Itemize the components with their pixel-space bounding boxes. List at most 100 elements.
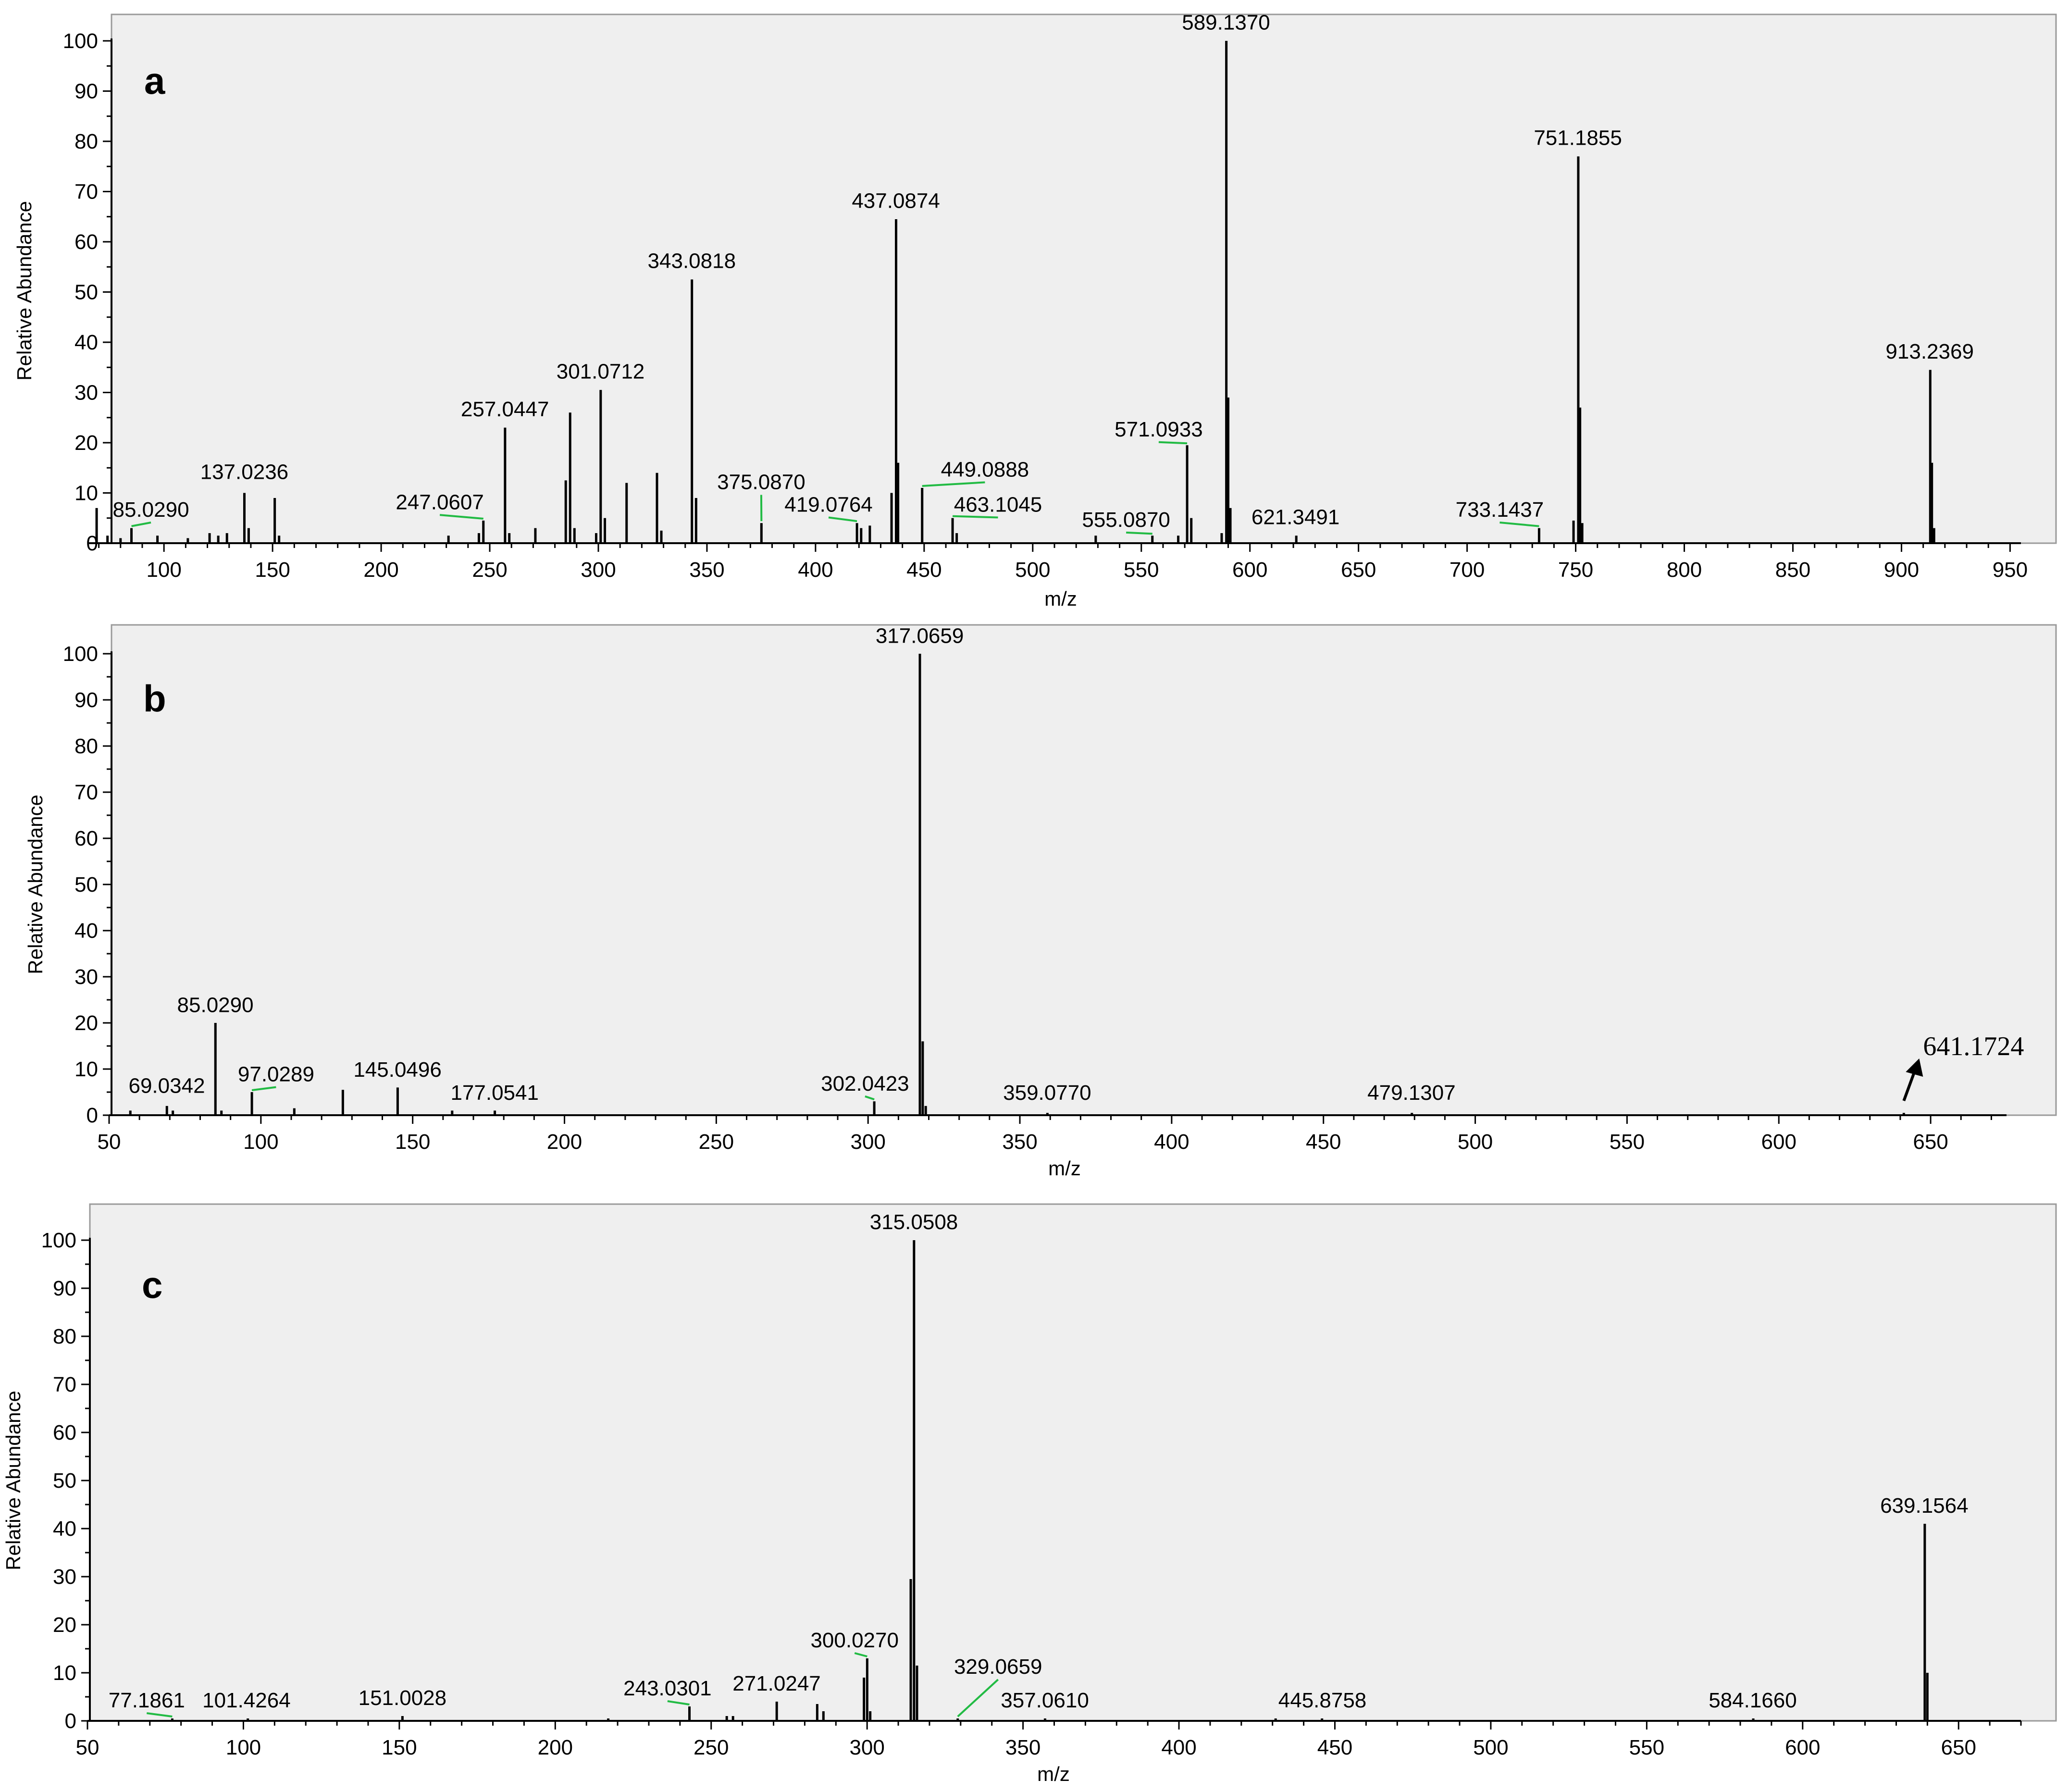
x-tick-label: 100 bbox=[226, 1736, 261, 1759]
label-leader-line bbox=[828, 516, 857, 523]
label-leader-line bbox=[439, 514, 483, 520]
peak-label: 145.0496 bbox=[353, 1058, 442, 1082]
x-tick-label: 650 bbox=[1341, 558, 1376, 582]
y-tick-label: 20 bbox=[53, 1613, 76, 1637]
label-leader-line bbox=[957, 1679, 999, 1717]
x-tick-label: 500 bbox=[1015, 558, 1050, 582]
y-axis-title: Relative Abundance bbox=[13, 201, 36, 381]
peak-label: 257.0447 bbox=[461, 398, 549, 421]
x-axis-title: m/z bbox=[1044, 587, 1077, 610]
x-tick-label: 800 bbox=[1667, 558, 1702, 582]
peak-label: 137.0236 bbox=[200, 460, 289, 484]
peak-label: 315.0508 bbox=[870, 1210, 958, 1234]
y-tick-label: 10 bbox=[53, 1661, 76, 1685]
y-tick-label: 40 bbox=[74, 331, 98, 354]
plot-area bbox=[111, 624, 2057, 1116]
spectrum-panel-b: 50 100 150 200 250 300 350 400 450 500 550 600 650 0 1… bbox=[24, 624, 2057, 1180]
x-tick-label: 350 bbox=[1002, 1130, 1037, 1154]
peak-label: 589.1370 bbox=[1182, 11, 1270, 34]
peak-label: 85.0290 bbox=[113, 498, 189, 522]
x-tick-label: 150 bbox=[382, 1736, 417, 1759]
peak-label: 437.0874 bbox=[852, 189, 940, 212]
y-tick-label: 90 bbox=[74, 688, 98, 712]
x-tick-label: 900 bbox=[1884, 558, 1919, 582]
y-tick-label: 40 bbox=[74, 919, 98, 943]
x-tick-label: 850 bbox=[1775, 558, 1810, 582]
y-tick-label: 90 bbox=[74, 80, 98, 103]
y-tick-label: 0 bbox=[87, 1104, 98, 1127]
x-tick-label: 950 bbox=[1993, 558, 2028, 582]
x-tick-label: 600 bbox=[1232, 558, 1267, 582]
peak-label: 317.0659 bbox=[876, 624, 964, 648]
x-tick-label: 100 bbox=[243, 1130, 278, 1154]
x-tick-label: 450 bbox=[1317, 1736, 1352, 1759]
peak-label: 621.3491 bbox=[1251, 506, 1340, 529]
x-tick-label: 100 bbox=[146, 558, 181, 582]
label-leader-line bbox=[667, 1700, 690, 1705]
label-leader-line bbox=[131, 522, 151, 527]
panel-letter: b bbox=[143, 677, 166, 720]
peak-label: 85.0290 bbox=[177, 994, 254, 1017]
y-tick-label: 30 bbox=[53, 1565, 76, 1589]
arrow-head-icon bbox=[1906, 1058, 1923, 1077]
x-tick-label: 250 bbox=[699, 1130, 734, 1154]
x-tick-label: 600 bbox=[1761, 1130, 1796, 1154]
label-leader-line bbox=[147, 1712, 173, 1717]
y-tick-label: 70 bbox=[74, 180, 98, 204]
x-tick-label: 200 bbox=[363, 558, 398, 582]
label-leader-line bbox=[1158, 441, 1188, 445]
x-tick-label: 300 bbox=[581, 558, 616, 582]
peak-label: 329.0659 bbox=[954, 1655, 1042, 1679]
x-tick-label: 250 bbox=[472, 558, 507, 582]
y-tick-label: 80 bbox=[74, 130, 98, 153]
x-tick-label: 450 bbox=[1306, 1130, 1341, 1154]
peak-label: 449.0888 bbox=[941, 458, 1029, 481]
y-axis-title: Relative Abundance bbox=[24, 795, 47, 974]
x-axis-title: m/z bbox=[1037, 1763, 1070, 1785]
y-tick-label: 80 bbox=[74, 734, 98, 758]
y-tick-label: 30 bbox=[74, 381, 98, 405]
spectrum-panel-c: 50 100 150 200 250 300 350 400 450 500 550 600 650 0 1… bbox=[2, 1203, 2057, 1785]
y-tick-label: 100 bbox=[63, 642, 98, 666]
y-tick-label: 60 bbox=[74, 827, 98, 850]
y-tick-label: 50 bbox=[53, 1469, 76, 1493]
peak-label: 302.0423 bbox=[821, 1072, 909, 1095]
arrow-peak-label: 641.1724 bbox=[1923, 1032, 2024, 1061]
y-tick-label: 90 bbox=[53, 1277, 76, 1300]
x-tick-label: 600 bbox=[1785, 1736, 1820, 1759]
x-tick-label: 250 bbox=[694, 1736, 729, 1759]
label-leader-line bbox=[922, 481, 985, 487]
x-tick-label: 150 bbox=[395, 1130, 430, 1154]
peak-label: 357.0610 bbox=[1001, 1689, 1089, 1712]
y-tick-label: 0 bbox=[65, 1709, 76, 1733]
y-tick-label: 10 bbox=[74, 482, 98, 505]
peak-label: 97.0289 bbox=[238, 1063, 314, 1086]
x-tick-label: 200 bbox=[538, 1736, 573, 1759]
y-tick-label: 80 bbox=[53, 1325, 76, 1348]
label-leader-line bbox=[953, 515, 998, 519]
panel-letter: a bbox=[144, 60, 165, 102]
peak-label: 243.0301 bbox=[623, 1677, 712, 1700]
x-tick-label: 550 bbox=[1124, 558, 1159, 582]
peak-label: 913.2369 bbox=[1885, 340, 1974, 363]
plot-area bbox=[111, 13, 2057, 544]
x-tick-label: 700 bbox=[1450, 558, 1485, 582]
arrow-shaft bbox=[1902, 1071, 1916, 1102]
peak-label: 177.0541 bbox=[450, 1081, 539, 1105]
peak-label: 479.1307 bbox=[1367, 1081, 1456, 1105]
x-tick-label: 150 bbox=[255, 558, 290, 582]
peak-label: 359.0770 bbox=[1003, 1081, 1091, 1105]
label-leader-line bbox=[1499, 521, 1539, 527]
y-tick-label: 70 bbox=[53, 1373, 76, 1396]
label-leader-line bbox=[865, 1095, 875, 1101]
x-tick-label: 350 bbox=[1005, 1736, 1041, 1759]
x-tick-label: 400 bbox=[1154, 1130, 1189, 1154]
x-tick-label: 350 bbox=[689, 558, 724, 582]
x-tick-label: 550 bbox=[1610, 1130, 1645, 1154]
x-tick-label: 650 bbox=[1913, 1130, 1948, 1154]
peak-label: 639.1564 bbox=[1880, 1494, 1969, 1518]
peak-label: 301.0712 bbox=[557, 360, 645, 384]
peak-label: 247.0607 bbox=[396, 490, 484, 514]
y-tick-label: 50 bbox=[74, 873, 98, 896]
